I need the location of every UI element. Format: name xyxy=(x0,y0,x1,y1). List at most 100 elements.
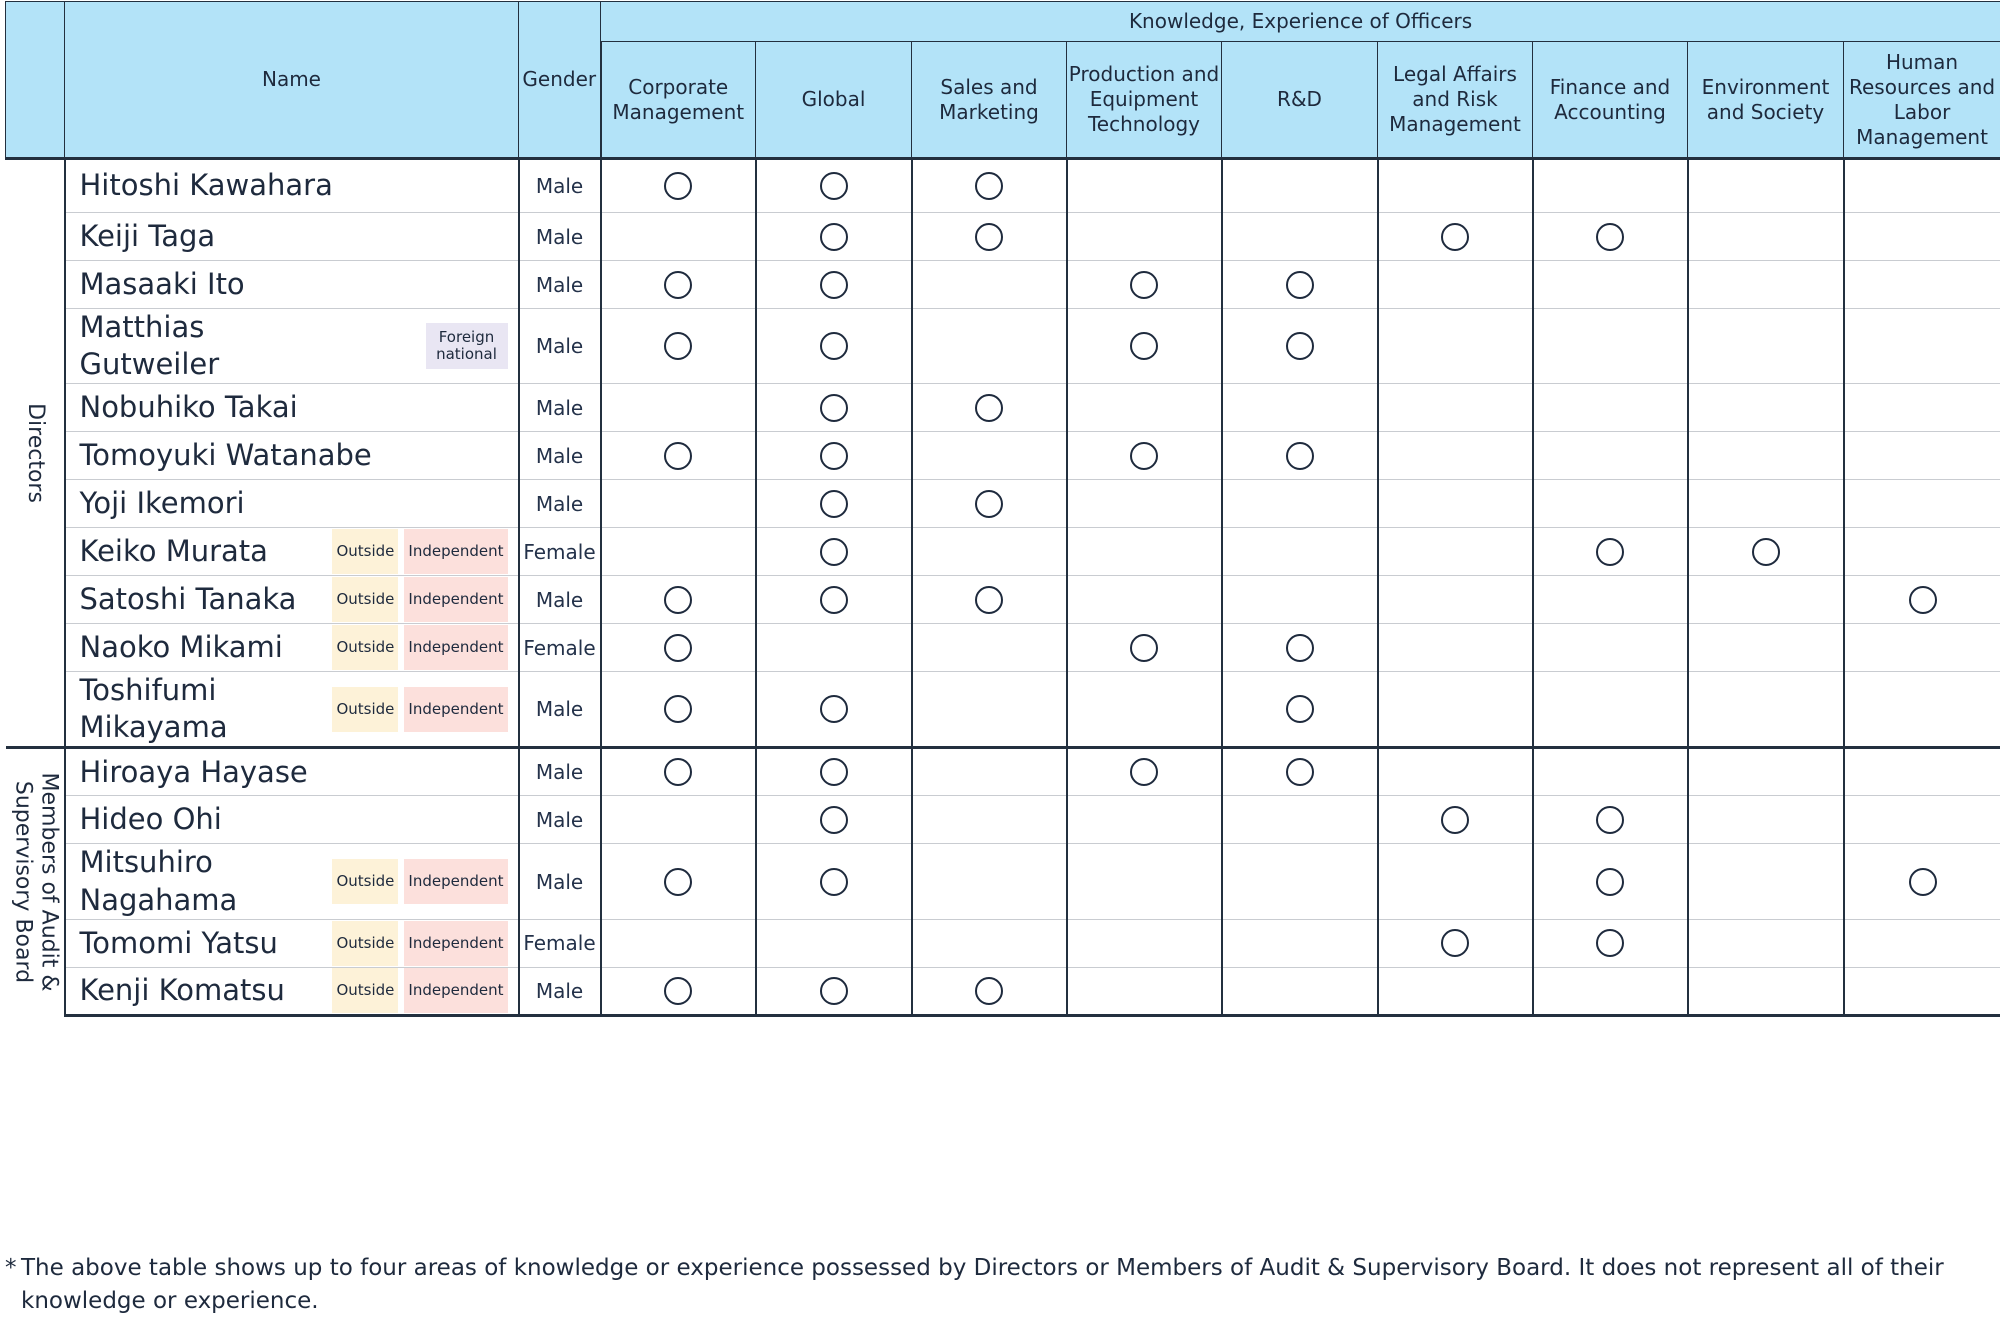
category-header: Environment and Society xyxy=(1688,42,1844,159)
circle-mark-icon xyxy=(820,490,848,518)
skill-cell xyxy=(1067,672,1222,748)
name-cell: Hideo Ohi xyxy=(65,796,519,844)
circle-mark-icon xyxy=(1286,758,1314,786)
knowledge-header: Knowledge, Experience of Officers xyxy=(601,2,2000,42)
name-cell: Yoji Ikemori xyxy=(65,480,519,528)
skill-cell xyxy=(1533,919,1688,967)
skill-cell xyxy=(1688,748,1844,796)
skill-cell xyxy=(756,213,912,261)
skill-cell xyxy=(1222,261,1378,309)
person-name: Hideo Ohi xyxy=(80,801,222,838)
name-cell: Tomoyuki Watanabe xyxy=(65,432,519,480)
circle-mark-icon xyxy=(820,758,848,786)
skill-cell xyxy=(1222,159,1378,213)
skill-cell xyxy=(601,480,756,528)
skill-cell xyxy=(756,159,912,213)
circle-mark-icon xyxy=(975,490,1003,518)
skill-cell xyxy=(756,432,912,480)
skill-cell xyxy=(1067,159,1222,213)
circle-mark-icon xyxy=(975,977,1003,1005)
circle-mark-icon xyxy=(664,271,692,299)
skill-cell xyxy=(1533,624,1688,672)
skill-cell xyxy=(1844,384,2000,432)
skill-cell xyxy=(601,844,756,919)
skill-cell xyxy=(912,480,1067,528)
category-header: Global xyxy=(756,42,912,159)
circle-mark-icon xyxy=(1909,868,1937,896)
skill-cell xyxy=(912,576,1067,624)
skill-cell xyxy=(912,796,1067,844)
name-cell: Hitoshi Kawahara xyxy=(65,159,519,213)
category-header: Corporate Management xyxy=(601,42,756,159)
foreign-badge: Foreign national xyxy=(426,323,508,370)
skill-cell xyxy=(601,432,756,480)
skill-cell xyxy=(756,384,912,432)
skills-matrix-table: Name Gender Knowledge, Experience of Off… xyxy=(5,1,2000,1017)
table-header: Name Gender Knowledge, Experience of Off… xyxy=(6,2,2000,159)
footnote-text: The above table shows up to four areas o… xyxy=(5,1252,1990,1319)
skill-cell xyxy=(912,159,1067,213)
circle-mark-icon xyxy=(664,172,692,200)
skill-cell xyxy=(1222,480,1378,528)
skill-cell xyxy=(1222,844,1378,919)
group-header-cell xyxy=(6,2,65,159)
skill-cell xyxy=(1067,309,1222,384)
skill-cell xyxy=(1533,844,1688,919)
skill-cell xyxy=(1067,844,1222,919)
category-header: Production and Equipment Technology xyxy=(1067,42,1222,159)
skill-cell xyxy=(1688,213,1844,261)
skill-cell xyxy=(1844,432,2000,480)
gender-cell: Male xyxy=(519,844,601,919)
skill-cell xyxy=(1844,672,2000,748)
skill-cell xyxy=(1222,919,1378,967)
skill-cell xyxy=(1378,528,1533,576)
gender-cell: Male xyxy=(519,213,601,261)
footnote: * The above table shows up to four areas… xyxy=(5,1252,1990,1319)
circle-mark-icon xyxy=(975,394,1003,422)
circle-mark-icon xyxy=(664,695,692,723)
skill-cell xyxy=(1688,384,1844,432)
skill-cell xyxy=(912,261,1067,309)
circle-mark-icon xyxy=(1596,223,1624,251)
person-name: Naoko Mikami xyxy=(80,629,283,666)
skill-cell xyxy=(912,213,1067,261)
circle-mark-icon xyxy=(1130,758,1158,786)
gender-column-header: Gender xyxy=(519,2,601,159)
circle-mark-icon xyxy=(820,868,848,896)
gender-cell: Male xyxy=(519,748,601,796)
skill-cell xyxy=(1844,309,2000,384)
skill-cell xyxy=(1533,576,1688,624)
skill-cell xyxy=(1844,261,2000,309)
outside-badge: Outside xyxy=(332,968,398,1013)
circle-mark-icon xyxy=(820,977,848,1005)
category-header: Human Resources and Labor Management xyxy=(1844,42,2000,159)
skill-cell xyxy=(1533,261,1688,309)
skill-cell xyxy=(756,967,912,1015)
skill-cell xyxy=(756,309,912,384)
skill-cell xyxy=(1533,309,1688,384)
skill-cell xyxy=(1688,159,1844,213)
skill-cell xyxy=(1378,480,1533,528)
skill-cell xyxy=(601,528,756,576)
circle-mark-icon xyxy=(975,586,1003,614)
gender-cell: Male xyxy=(519,261,601,309)
skill-cell xyxy=(601,213,756,261)
footnote-asterisk: * xyxy=(5,1252,17,1285)
skill-cell xyxy=(1378,159,1533,213)
independent-badge: Independent xyxy=(404,921,507,966)
circle-mark-icon xyxy=(820,695,848,723)
skill-cell xyxy=(1067,528,1222,576)
circle-mark-icon xyxy=(664,586,692,614)
circle-mark-icon xyxy=(1752,538,1780,566)
outside-badge: Outside xyxy=(332,529,398,574)
person-name: Tomomi Yatsu xyxy=(80,925,278,962)
